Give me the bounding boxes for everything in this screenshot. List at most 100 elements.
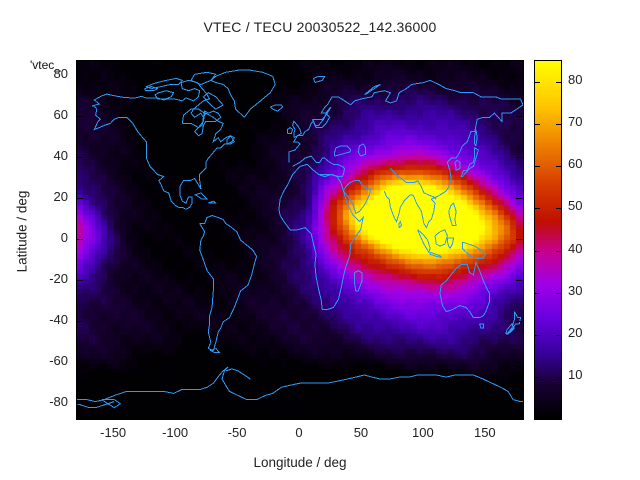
coastline-path — [209, 347, 221, 353]
colorbar-tick — [535, 377, 540, 378]
coastline-path — [474, 129, 478, 147]
y-axis-ticklabel: 20 — [53, 189, 68, 205]
y-axis-tickmark — [77, 280, 83, 281]
y-axis-tickmark — [516, 116, 522, 117]
coastline-path — [202, 92, 224, 110]
coastline-path — [145, 77, 184, 90]
coastline-path — [287, 126, 294, 135]
plot-area — [76, 60, 524, 420]
coastline-path — [448, 202, 457, 227]
coastline-path — [269, 104, 284, 112]
colorbar-ticklabel: 10 — [568, 367, 583, 382]
colorbar-tick — [556, 377, 561, 378]
y-axis-tickmark — [77, 157, 83, 158]
coastline-path — [505, 311, 522, 335]
x-axis-ticklabel: 150 — [473, 425, 496, 440]
coastline-path — [292, 120, 302, 139]
colorbar-tick — [556, 82, 561, 83]
coastline-path — [357, 143, 367, 157]
coastline-path — [429, 251, 442, 259]
colorbar-tick — [535, 293, 540, 294]
y-axis-ticklabel: 40 — [53, 148, 68, 164]
coastline-path — [479, 323, 484, 329]
coastline-path — [390, 168, 418, 184]
y-axis-tickmark — [516, 239, 522, 240]
colorbar-tick — [535, 208, 540, 209]
y-axis-tickmark — [516, 403, 522, 404]
coastline-path — [383, 104, 523, 229]
colorbar-tick — [535, 166, 540, 167]
x-axis-title: Longitude / deg — [253, 455, 347, 470]
colorbar-ticklabel: 40 — [568, 241, 583, 256]
figure-title: VTEC / TECU 20030522_142.36000 — [203, 19, 437, 35]
coastline-path — [342, 180, 372, 215]
coastline-path — [434, 229, 448, 247]
colorbar-ticklabel: 70 — [568, 114, 583, 129]
coastline-path — [292, 155, 346, 178]
colorbar-ticklabel: 20 — [568, 325, 583, 340]
x-axis-ticklabel: 50 — [353, 425, 369, 440]
y-axis-tickmark — [516, 362, 522, 363]
x-axis-tickmark — [361, 412, 362, 418]
coastline-path — [199, 112, 235, 189]
coastline-path — [288, 79, 523, 163]
y-axis-tickmark — [77, 198, 83, 199]
x-axis-tickmark — [485, 412, 486, 418]
colorbar-gradient — [535, 61, 561, 419]
y-axis-tickmark — [77, 321, 83, 322]
coastline-path — [199, 214, 258, 352]
coastline-path — [226, 135, 235, 145]
y-axis-tickmark — [516, 198, 522, 199]
coastline-path — [439, 260, 491, 319]
x-axis-tickmark — [237, 412, 238, 418]
x-axis-tickmark — [361, 61, 362, 67]
coastline-path — [311, 106, 332, 126]
y-axis-tickmark — [516, 321, 522, 322]
y-axis-ticklabel: -40 — [49, 311, 68, 327]
colorbar-tick — [556, 335, 561, 336]
coastline-path — [77, 366, 523, 403]
y-axis-title: Latitude / deg — [14, 190, 30, 273]
coastline-path — [312, 75, 326, 83]
coastline-path — [91, 79, 222, 137]
coastline-path — [181, 108, 206, 129]
coastline-overlay — [77, 69, 523, 409]
coastline-path — [505, 323, 515, 335]
colorbar-tick — [535, 251, 540, 252]
coastline-path — [454, 159, 461, 171]
coastline-path — [208, 200, 218, 204]
y-axis-ticklabel: -60 — [49, 352, 68, 368]
colorbar-tick — [556, 251, 561, 252]
colorbar — [534, 60, 562, 420]
x-axis-ticklabel: -150 — [100, 425, 127, 440]
y-axis-tickmark — [516, 280, 522, 281]
colorbar-tick — [535, 335, 540, 336]
x-axis-ticklabel: -50 — [227, 425, 247, 440]
x-axis-tickmark — [299, 61, 300, 67]
y-axis-tickmark — [77, 403, 83, 404]
coastline-path — [460, 147, 479, 178]
colorbar-tick — [556, 208, 561, 209]
coastline-path — [101, 399, 122, 409]
x-axis-tickmark — [423, 412, 424, 418]
coastline-path — [334, 145, 352, 157]
coastline-path — [461, 241, 487, 259]
coastline-path — [225, 368, 251, 380]
colorbar-tick — [556, 293, 561, 294]
x-axis-tickmark — [175, 412, 176, 418]
x-axis-tickmark — [113, 61, 114, 67]
vtec-heatmap-canvas — [77, 61, 523, 419]
colorbar-ticklabel: 60 — [568, 156, 583, 171]
x-axis-tickmark — [299, 412, 300, 418]
coastline-path — [446, 237, 455, 250]
colorbar-tick — [556, 124, 561, 125]
corner-series-label: 'vtec_ — [30, 58, 61, 72]
coastline-path — [417, 180, 437, 200]
y-axis-ticklabel: -80 — [49, 393, 68, 409]
coastline-path — [194, 192, 209, 200]
coastline-path — [417, 229, 431, 254]
coastline-path — [91, 105, 202, 210]
coastline-path — [364, 84, 381, 96]
y-axis-ticklabel: -20 — [49, 270, 68, 286]
